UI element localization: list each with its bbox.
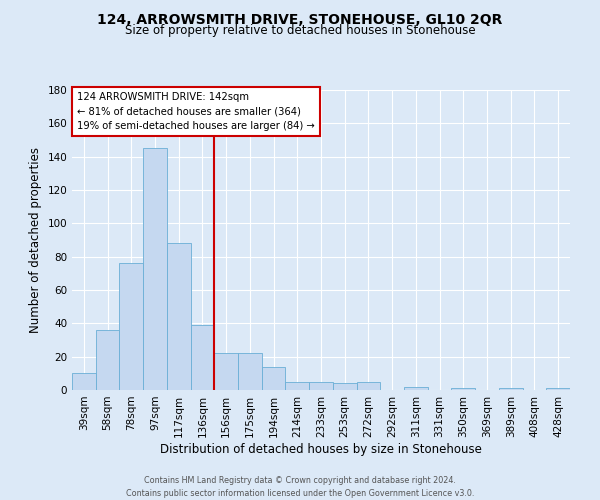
Bar xyxy=(546,388,570,390)
X-axis label: Distribution of detached houses by size in Stonehouse: Distribution of detached houses by size … xyxy=(160,442,482,456)
Bar xyxy=(238,354,262,390)
Text: Size of property relative to detached houses in Stonehouse: Size of property relative to detached ho… xyxy=(125,24,475,37)
Bar xyxy=(96,330,119,390)
Bar xyxy=(119,264,143,390)
Bar xyxy=(333,384,356,390)
Bar xyxy=(191,325,214,390)
Bar xyxy=(72,374,96,390)
Bar xyxy=(167,244,191,390)
Bar xyxy=(286,382,309,390)
Bar xyxy=(262,366,286,390)
Bar xyxy=(143,148,167,390)
Bar xyxy=(404,386,428,390)
Y-axis label: Number of detached properties: Number of detached properties xyxy=(29,147,42,333)
Bar xyxy=(451,388,475,390)
Text: 124 ARROWSMITH DRIVE: 142sqm
← 81% of detached houses are smaller (364)
19% of s: 124 ARROWSMITH DRIVE: 142sqm ← 81% of de… xyxy=(77,92,315,131)
Bar xyxy=(309,382,333,390)
Text: Contains HM Land Registry data © Crown copyright and database right 2024.
Contai: Contains HM Land Registry data © Crown c… xyxy=(126,476,474,498)
Bar xyxy=(214,354,238,390)
Bar xyxy=(499,388,523,390)
Text: 124, ARROWSMITH DRIVE, STONEHOUSE, GL10 2QR: 124, ARROWSMITH DRIVE, STONEHOUSE, GL10 … xyxy=(97,12,503,26)
Bar xyxy=(356,382,380,390)
